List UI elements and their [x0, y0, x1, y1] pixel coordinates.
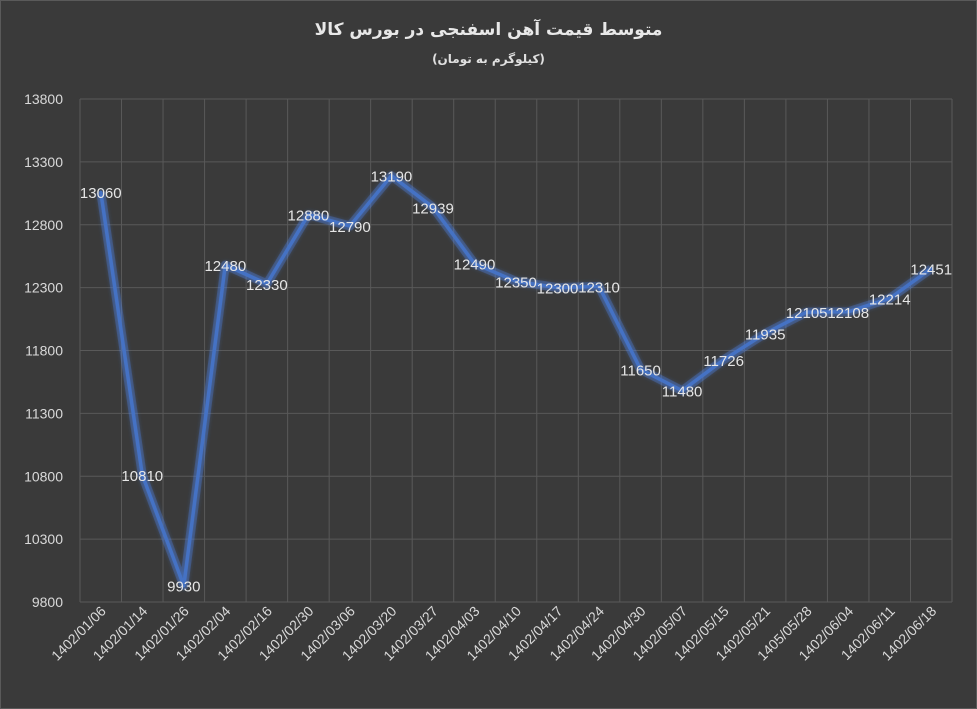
data-label: 12939 [412, 200, 454, 217]
chart-subtitle: (کیلوگرم به تومان) [432, 52, 545, 66]
data-point [223, 263, 227, 267]
data-point [389, 174, 393, 178]
data-label: 9930 [167, 579, 200, 596]
y-tick-label: 13800 [24, 91, 63, 107]
y-tick-label: 13300 [24, 154, 63, 170]
series-line [99, 173, 933, 588]
y-tick-label: 11300 [25, 405, 63, 421]
data-point [472, 262, 476, 266]
data-label: 12790 [329, 219, 371, 236]
data-point [306, 213, 310, 217]
data-point [722, 358, 726, 362]
data-point [680, 389, 684, 393]
data-label: 11480 [662, 384, 703, 401]
data-point [763, 332, 767, 336]
data-point [265, 282, 269, 286]
x-axis: 1402/01/061402/01/141402/01/261402/02/04… [48, 603, 939, 664]
data-label: 12490 [454, 257, 496, 274]
data-point [431, 205, 435, 209]
y-tick-label: 12800 [24, 217, 63, 233]
y-axis: 9800 10300 10800 11300 11800 12300 12800 13300 1… [24, 91, 63, 610]
data-point [514, 279, 518, 283]
data-label: 12451 [910, 262, 952, 279]
data-point [846, 310, 850, 314]
data-label: 13190 [371, 169, 413, 186]
y-tick-label: 12300 [24, 280, 63, 296]
data-label: 12214 [869, 291, 911, 308]
data-point [805, 310, 809, 314]
data-label: 10810 [121, 468, 163, 485]
data-label: 11935 [745, 327, 786, 344]
data-point [597, 284, 601, 288]
data-label: 11726 [703, 353, 744, 370]
data-point [99, 190, 103, 194]
data-label: 12105 [786, 305, 828, 322]
data-point [140, 473, 144, 477]
data-point [888, 296, 892, 300]
data-point [556, 286, 560, 290]
data-label: 12310 [578, 279, 620, 296]
chart-title: متوسط قیمت آهن اسفنجی در بورس کالا [314, 20, 663, 40]
data-label: 12350 [495, 274, 537, 291]
series [96, 171, 934, 591]
data-label: 12300 [537, 281, 579, 298]
data-label: 11650 [620, 362, 661, 379]
data-label: 13060 [80, 185, 122, 202]
y-tick-label: 10300 [24, 531, 63, 547]
data-point [929, 267, 933, 271]
series-line-glow [96, 171, 934, 591]
data-point [348, 224, 352, 228]
data-label: 12330 [246, 277, 288, 294]
y-tick-label: 10800 [24, 468, 63, 484]
data-point [639, 367, 643, 371]
y-tick-label: 9800 [32, 594, 63, 610]
data-label: 12480 [204, 258, 246, 275]
data-label: 12108 [827, 305, 869, 322]
data-label: 12880 [288, 208, 330, 225]
grid-lines [79, 98, 953, 603]
data-point [182, 584, 186, 588]
y-tick-label: 11800 [25, 343, 63, 359]
